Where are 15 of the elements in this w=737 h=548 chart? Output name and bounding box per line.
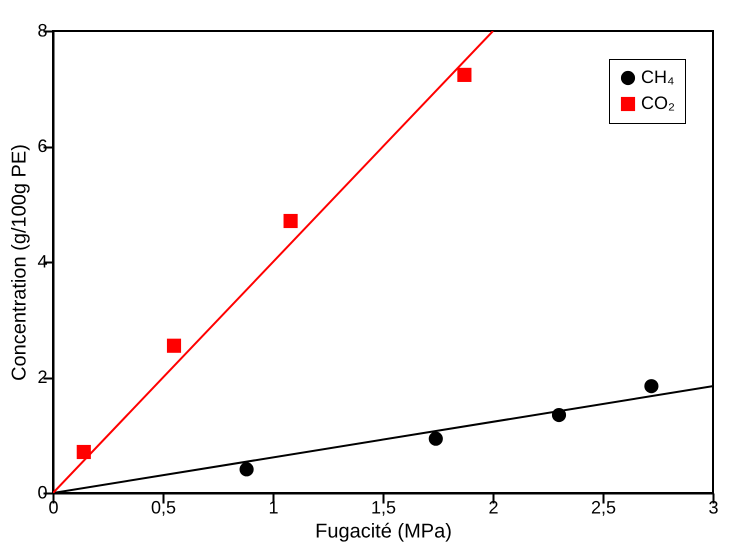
y-axis-title: Concentration (g/100g PE) — [8, 144, 30, 381]
point — [644, 379, 658, 394]
point — [166, 338, 182, 353]
point — [428, 432, 443, 446]
legend-label: CH₄ — [641, 67, 674, 87]
y-tick-label: 2 — [37, 367, 48, 387]
x-tick-label: 0,5 — [150, 498, 176, 518]
x-tick-label: 2,5 — [590, 498, 616, 518]
legend-label: CO₂ — [641, 93, 675, 113]
x-tick-label: 1,5 — [370, 498, 396, 518]
point — [284, 214, 298, 228]
point — [76, 444, 91, 460]
point — [240, 462, 254, 476]
point — [457, 68, 472, 82]
x-axis-title: Fugacité (MPa) — [315, 520, 452, 542]
